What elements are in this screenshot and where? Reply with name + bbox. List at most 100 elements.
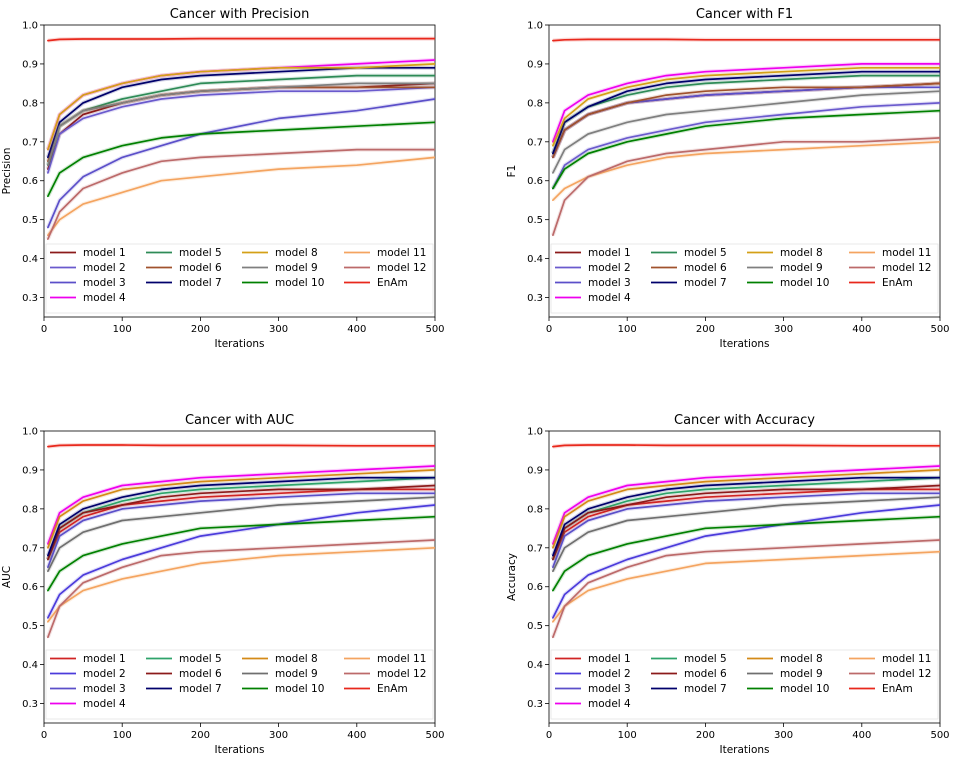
legend-label-model-1: model 1 bbox=[588, 247, 631, 259]
y-tick-label: 0.9 bbox=[22, 59, 38, 70]
x-tick-label: 0 bbox=[546, 730, 552, 741]
legend: model 1 model 2 model 3 model 4 model 5 model… bbox=[550, 243, 939, 314]
legend-label-model-1: model 1 bbox=[588, 653, 631, 665]
legend-label-model-6: model 6 bbox=[179, 668, 222, 680]
legend-label-enam: EnAm bbox=[377, 277, 408, 289]
y-tick-label: 0.4 bbox=[527, 660, 543, 671]
y-tick-label: 0.7 bbox=[22, 137, 38, 148]
legend-label-model-1: model 1 bbox=[83, 247, 126, 259]
x-tick-label: 100 bbox=[618, 730, 637, 741]
legend-label-model-10: model 10 bbox=[780, 277, 829, 289]
legend-label-model-3: model 3 bbox=[588, 277, 631, 289]
legend-label-enam: EnAm bbox=[882, 277, 913, 289]
series-line-model-10 bbox=[47, 515, 435, 592]
legend-label-model-2: model 2 bbox=[588, 668, 631, 680]
series-group bbox=[551, 37, 940, 237]
legend-label-model-11: model 11 bbox=[882, 653, 931, 665]
legend-label-model-4: model 4 bbox=[588, 292, 631, 304]
legend-label-model-6: model 6 bbox=[684, 262, 727, 274]
series-line-model-9 bbox=[552, 90, 940, 174]
legend-label-model-9: model 9 bbox=[275, 668, 318, 680]
series-line-model-6 bbox=[47, 484, 435, 561]
x-tick-label: 400 bbox=[852, 324, 871, 335]
legend: model 1 model 2 model 3 model 4 model 5 model… bbox=[45, 649, 434, 720]
x-tick-label: 300 bbox=[774, 324, 793, 335]
legend-label-model-11: model 11 bbox=[377, 247, 426, 259]
legend-label-model-7: model 7 bbox=[684, 683, 727, 695]
legend-label-model-8: model 8 bbox=[275, 247, 318, 259]
series-line-model-11 bbox=[47, 546, 435, 623]
chart-panel-accuracy: Cancer with Accuracy 0 100 200 300 400 500 0.3 0… bbox=[506, 413, 950, 756]
y-tick-label: 0.5 bbox=[527, 215, 543, 226]
series-line-enam bbox=[47, 444, 435, 448]
chart-title: Cancer with F1 bbox=[696, 7, 793, 22]
x-tick-label: 0 bbox=[546, 324, 552, 335]
legend-label-model-12: model 12 bbox=[882, 668, 931, 680]
x-tick-label: 500 bbox=[425, 324, 444, 335]
series-line-model-11 bbox=[552, 550, 940, 623]
legend-label-model-5: model 5 bbox=[684, 247, 727, 259]
y-tick-label: 0.7 bbox=[22, 543, 38, 554]
series-line-model-7 bbox=[47, 66, 435, 159]
chart-panel-precision: Cancer with Precision 0 100 200 300 400 500 0.3… bbox=[1, 7, 445, 350]
y-tick-label: 0.8 bbox=[527, 98, 543, 109]
x-tick-label: 300 bbox=[774, 730, 793, 741]
x-tick-label: 300 bbox=[269, 324, 288, 335]
legend-label-model-9: model 9 bbox=[275, 262, 318, 274]
x-tick-label: 500 bbox=[425, 730, 444, 741]
y-tick-label: 1.0 bbox=[22, 21, 38, 32]
series-line-model-3 bbox=[47, 98, 435, 229]
y-tick-label: 0.6 bbox=[22, 582, 38, 593]
series-line-model-10 bbox=[552, 109, 940, 190]
series-line-model-9 bbox=[47, 82, 435, 167]
y-axis-label: F1 bbox=[506, 165, 518, 178]
legend-label-model-5: model 5 bbox=[179, 247, 222, 259]
series-group bbox=[46, 443, 435, 639]
series-line-model-3 bbox=[552, 492, 940, 569]
legend-label-model-4: model 4 bbox=[83, 292, 126, 304]
series-line-model-6 bbox=[552, 82, 940, 159]
y-axis-label: Accuracy bbox=[506, 553, 518, 601]
legend-label-model-8: model 8 bbox=[780, 653, 823, 665]
x-tick-label: 300 bbox=[269, 730, 288, 741]
series-line-model-2 bbox=[552, 102, 940, 190]
legend-label-model-8: model 8 bbox=[275, 653, 318, 665]
legend-label-model-10: model 10 bbox=[275, 277, 324, 289]
chart-panel-auc: Cancer with AUC 0 100 200 300 400 500 0.3 0.4 0.5… bbox=[1, 413, 445, 756]
y-tick-label: 0.7 bbox=[527, 543, 543, 554]
y-axis-label: Precision bbox=[1, 148, 13, 195]
y-tick-label: 0.3 bbox=[22, 699, 38, 710]
x-tick-label: 100 bbox=[113, 324, 132, 335]
series-line-model-9 bbox=[47, 496, 435, 573]
legend-label-model-6: model 6 bbox=[179, 262, 222, 274]
series-line-model-1 bbox=[552, 488, 940, 561]
legend-label-model-7: model 7 bbox=[179, 277, 222, 289]
series-line-model-11 bbox=[47, 156, 435, 237]
y-tick-label: 0.8 bbox=[22, 98, 38, 109]
y-tick-label: 0.4 bbox=[22, 254, 38, 265]
series-group bbox=[45, 36, 435, 240]
series-line-model-2 bbox=[47, 504, 435, 619]
legend-label-model-3: model 3 bbox=[588, 683, 631, 695]
series-line-model-8 bbox=[47, 63, 435, 151]
series-line-model-2 bbox=[552, 504, 940, 619]
chart-title: Cancer with AUC bbox=[185, 413, 294, 428]
legend-label-model-2: model 2 bbox=[83, 668, 126, 680]
y-axis-label: AUC bbox=[1, 566, 13, 588]
legend-frame bbox=[45, 243, 434, 314]
x-tick-label: 200 bbox=[191, 730, 210, 741]
series-line-model-3 bbox=[47, 492, 435, 569]
series-line-model-6 bbox=[552, 484, 940, 561]
series-line-model-7 bbox=[552, 476, 940, 557]
series-line-model-4 bbox=[47, 465, 435, 545]
legend-label-model-12: model 12 bbox=[377, 262, 426, 274]
y-tick-label: 1.0 bbox=[22, 427, 38, 438]
x-axis-label: Iterations bbox=[214, 338, 264, 350]
legend-label-model-11: model 11 bbox=[377, 653, 426, 665]
series-line-model-10 bbox=[552, 515, 940, 592]
legend-label-model-9: model 9 bbox=[780, 262, 823, 274]
y-tick-label: 0.6 bbox=[22, 176, 38, 187]
y-tick-label: 0.6 bbox=[527, 582, 543, 593]
legend-label-model-6: model 6 bbox=[684, 668, 727, 680]
